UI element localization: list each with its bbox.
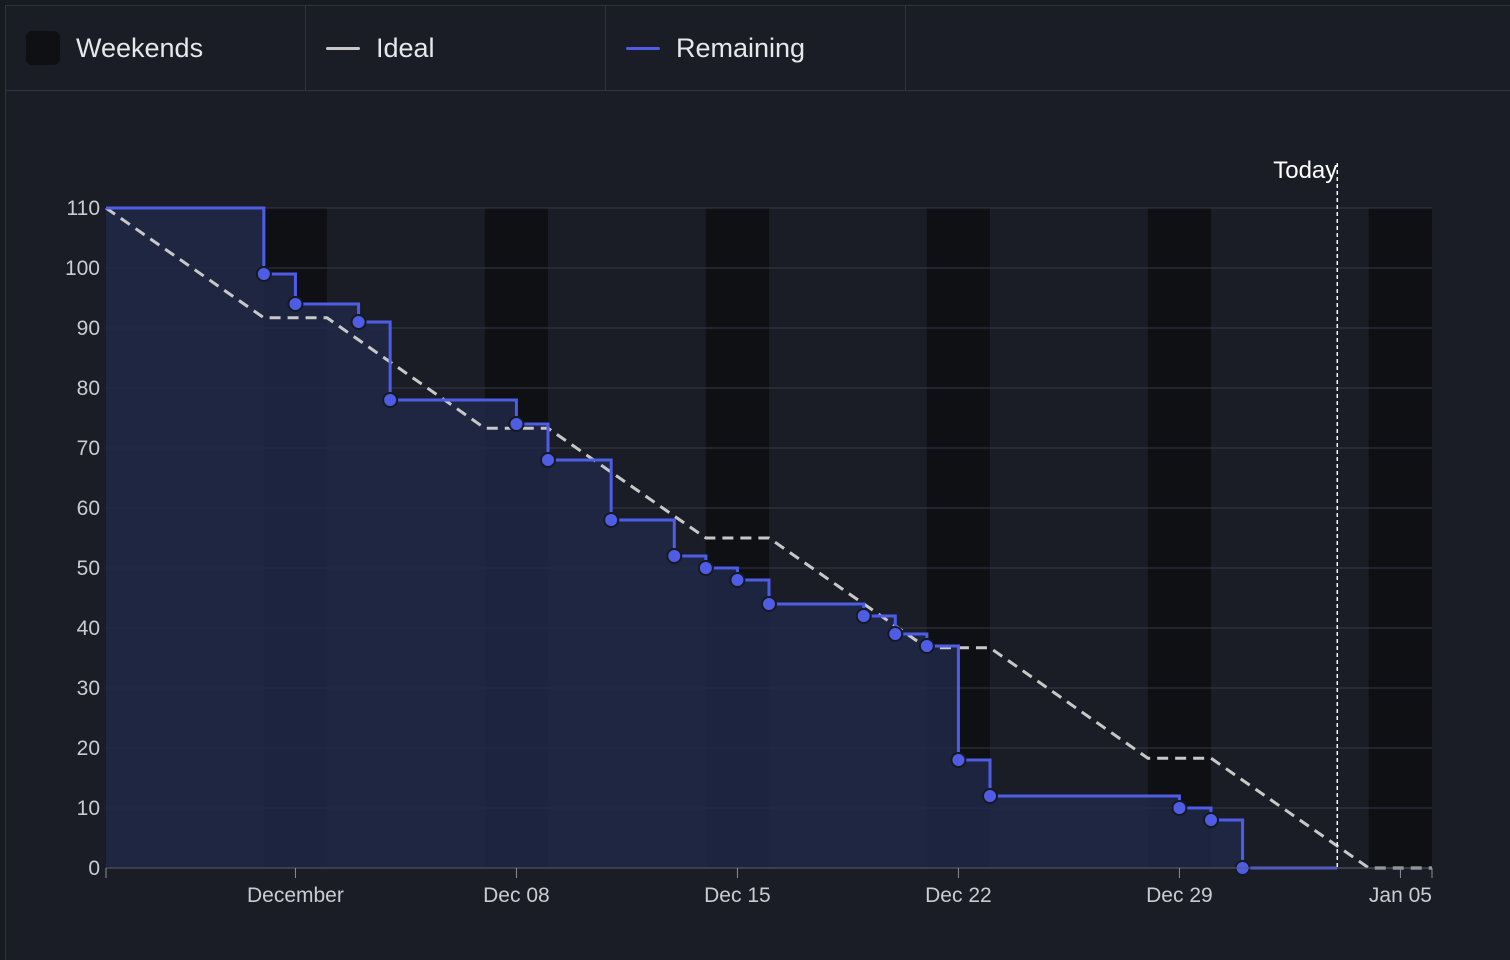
x-tick-label-4: Dec 29: [1146, 884, 1213, 907]
weekend-band-4: [1147, 208, 1211, 868]
x-tick-label-3: Dec 22: [925, 884, 992, 907]
x-tick-label-2: Dec 15: [704, 884, 771, 907]
remaining-point-1: [255, 266, 272, 282]
ideal-line: [105, 206, 1432, 870]
remaining-point-16: [982, 788, 998, 804]
today-marker: Today: [1273, 157, 1339, 868]
x-tick-label-5: Jan 05: [1369, 884, 1432, 907]
remaining-area: [106, 208, 1338, 868]
x-tick-label-1: Dec 08: [483, 884, 550, 907]
chart-legend: Weekends Ideal Remaining: [6, 6, 910, 91]
y-tick-label-0: 0: [88, 857, 100, 880]
remaining-point-13: [887, 626, 904, 642]
legend-label-ideal: Ideal: [376, 32, 435, 63]
remaining-point-17: [1171, 800, 1188, 816]
today-label: Today: [1273, 157, 1337, 184]
legend-item-remaining[interactable]: Remaining: [606, 6, 906, 90]
legend-item-ideal[interactable]: Ideal: [306, 6, 606, 90]
remaining-point-7: [603, 512, 620, 528]
y-tick-label-50: 50: [77, 557, 100, 580]
remaining-point-12: [855, 608, 872, 624]
remaining-point-18: [1203, 812, 1219, 828]
axes: 0 10 20 30 40 50 60 70 80 90 100 110 December Dec 08 D…: [65, 197, 1433, 907]
remaining-point-9: [697, 560, 714, 576]
y-tick-label-90: 90: [77, 317, 100, 340]
remaining-point-6: [540, 452, 556, 468]
legend-spacer: [910, 6, 1510, 91]
remaining-point-11: [761, 596, 777, 612]
weekend-swatch: [26, 31, 60, 65]
y-tick-label-70: 70: [77, 437, 100, 460]
y-tick-label-30: 30: [77, 677, 100, 700]
ideal-line-swatch: [326, 46, 360, 50]
remaining-point-8: [666, 548, 683, 564]
remaining-points: [255, 266, 1251, 876]
y-tick-label-100: 100: [65, 257, 100, 280]
legend-label-remaining: Remaining: [676, 32, 806, 63]
remaining-point-2: [287, 296, 304, 312]
ideal-series: [105, 206, 1432, 870]
remaining-point-14: [918, 638, 935, 654]
x-tick-label-0: December: [247, 884, 344, 907]
remaining-point-10: [729, 572, 746, 588]
remaining-point-5: [508, 416, 525, 432]
remaining-line-swatch: [626, 46, 660, 50]
y-tick-label-60: 60: [77, 497, 100, 520]
y-tick-label-110: 110: [67, 197, 100, 220]
legend-label-weekends: Weekends: [76, 32, 204, 63]
remaining-point-4: [382, 392, 399, 408]
y-tick-label-20: 20: [77, 737, 100, 760]
weekend-band-5: [1368, 208, 1432, 868]
remaining-point-15: [950, 752, 967, 768]
y-tick-label-40: 40: [77, 617, 100, 640]
remaining-point-3: [350, 314, 367, 330]
y-tick-label-10: 10: [77, 797, 100, 820]
y-tick-label-80: 80: [77, 377, 100, 400]
remaining-area-fill: [106, 208, 1338, 868]
legend-item-weekends[interactable]: Weekends: [6, 6, 306, 90]
